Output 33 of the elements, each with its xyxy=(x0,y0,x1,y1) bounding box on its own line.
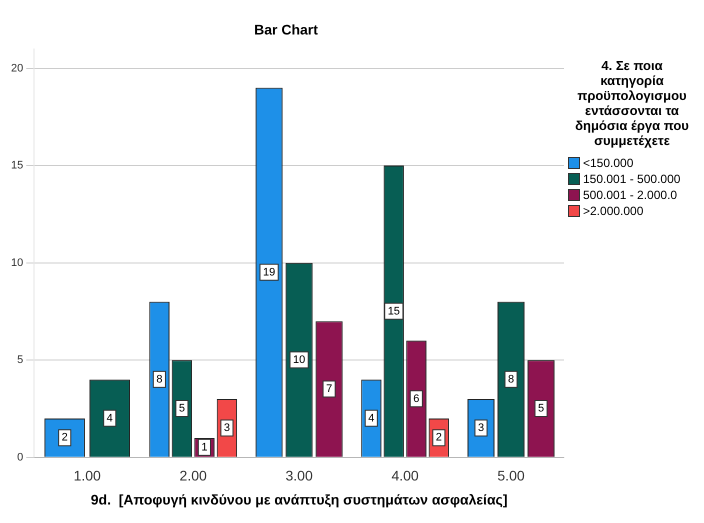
data-label: 2 xyxy=(436,432,442,444)
data-label: 4 xyxy=(368,412,374,424)
chart-title: Bar Chart xyxy=(254,21,318,38)
legend-label: 150.001 - 500.000 xyxy=(583,172,680,186)
x-tick-label: 1.00 xyxy=(74,468,102,484)
y-tick-label: 15 xyxy=(10,160,24,172)
y-tick-label: 20 xyxy=(10,62,24,74)
x-tick-label: 3.00 xyxy=(285,468,313,484)
data-label: 10 xyxy=(292,354,306,366)
x-tick-label: 5.00 xyxy=(497,468,525,484)
y-tick-label: 10 xyxy=(10,256,24,269)
data-label: 5 xyxy=(178,402,185,415)
data-label: 3 xyxy=(224,422,230,434)
data-label: 2 xyxy=(62,432,68,444)
data-label: 15 xyxy=(388,305,400,318)
y-tick-label: 5 xyxy=(17,354,24,366)
legend-label: <150.000 xyxy=(583,156,634,170)
data-label: 1 xyxy=(201,441,208,454)
data-label: 8 xyxy=(508,373,514,386)
data-label: 19 xyxy=(262,266,276,278)
x-tick-label: 4.00 xyxy=(391,468,419,484)
legend-label: >2.000.000 xyxy=(583,204,644,218)
data-label: 6 xyxy=(413,392,420,405)
data-label: 8 xyxy=(156,373,162,386)
data-label: 7 xyxy=(326,383,332,396)
legend-label: 500.001 - 2.000.0 xyxy=(583,188,678,202)
x-tick-label: 2.00 xyxy=(180,468,207,484)
data-label: 4 xyxy=(106,412,113,424)
legend-title: 4. Σε ποια κατηγορία προϋπολογισμου εντάσσονται τα δημόσια έργα που συμμετέχετε xyxy=(574,58,690,148)
y-tick-label: 0 xyxy=(17,451,24,464)
data-label: 3 xyxy=(478,422,484,434)
x-axis-title: 9d. [Αποφυγή κινδύνου με ανάπτυξη συστημάτων ασφαλείας] xyxy=(90,491,508,508)
data-label: 5 xyxy=(538,402,544,415)
